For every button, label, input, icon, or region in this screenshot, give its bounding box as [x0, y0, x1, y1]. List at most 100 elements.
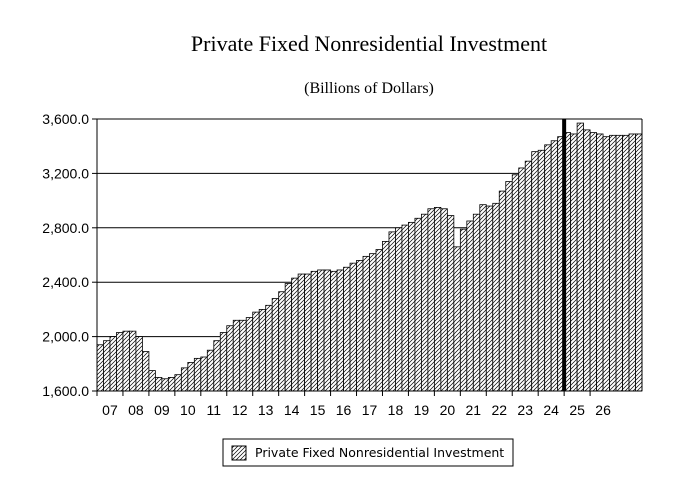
bar — [570, 133, 578, 392]
x-tick-label: 08 — [128, 402, 144, 418]
bar — [472, 213, 481, 392]
bar — [628, 133, 636, 392]
x-axis-ticks: 07 08 09 10 11 12 13 14 15 16 17 18 19 20 21 22 23 24 25 26 — [96, 391, 611, 418]
bar — [440, 208, 448, 392]
x-tick-label: 13 — [258, 402, 274, 418]
bar — [213, 340, 221, 392]
bar — [485, 205, 494, 392]
bar — [388, 231, 396, 392]
x-tick-label: 11 — [207, 402, 222, 418]
bar — [245, 317, 254, 392]
bar — [576, 122, 585, 392]
bar — [433, 206, 442, 392]
bar-series — [96, 122, 643, 392]
bar — [330, 270, 338, 392]
x-tick-label: 12 — [232, 402, 248, 418]
bar — [103, 340, 111, 392]
bar — [310, 270, 318, 392]
bar — [369, 253, 377, 392]
x-tick-label: 25 — [569, 402, 585, 418]
bar — [518, 167, 526, 392]
bar — [635, 133, 643, 392]
bar — [505, 181, 513, 392]
bar — [109, 336, 117, 392]
bar — [226, 325, 234, 392]
x-tick-label: 21 — [466, 402, 482, 418]
bar — [459, 228, 468, 392]
bar — [122, 330, 130, 392]
y-tick-label: 2,800.0 — [42, 220, 89, 236]
y-tick-label: 2,400.0 — [42, 274, 89, 290]
bar — [148, 370, 156, 392]
bar — [479, 204, 487, 392]
bar — [323, 269, 331, 392]
x-tick-label: 14 — [284, 402, 300, 418]
bar — [265, 304, 273, 392]
bar — [129, 330, 137, 392]
bar — [492, 202, 500, 392]
x-tick-label: 09 — [154, 402, 170, 418]
bar — [453, 246, 461, 392]
bar — [375, 249, 383, 392]
x-tick-label: 20 — [440, 402, 456, 418]
x-tick-label: 17 — [362, 402, 378, 418]
y-tick-label: 2,000.0 — [42, 329, 89, 345]
legend: Private Fixed Nonresidential Investment — [222, 438, 514, 467]
bar — [193, 357, 202, 392]
bar — [154, 376, 163, 392]
x-tick-label: 10 — [180, 402, 196, 418]
bar — [550, 140, 559, 392]
x-tick-label: 15 — [310, 402, 326, 418]
bar — [609, 134, 617, 392]
bar — [544, 144, 552, 392]
bar — [297, 273, 306, 392]
bar — [511, 174, 520, 392]
bar — [271, 298, 280, 392]
bar — [167, 376, 176, 392]
bar — [304, 273, 312, 392]
x-tick-label: 07 — [102, 402, 118, 418]
bar — [401, 224, 409, 392]
bar — [116, 332, 124, 392]
bar — [187, 362, 195, 392]
legend-swatch — [231, 445, 247, 461]
legend-label: Private Fixed Nonresidential Investment — [255, 445, 504, 460]
bar — [395, 227, 403, 392]
bar — [356, 260, 364, 392]
bar — [336, 269, 344, 392]
bar — [583, 129, 591, 392]
bar — [382, 240, 390, 392]
y-axis-ticks: 1,600.0 2,000.0 2,400.0 2,800.0 3,200.0 3,600… — [42, 111, 97, 399]
bar — [284, 283, 293, 392]
bar — [96, 344, 104, 392]
y-tick-label: 3,200.0 — [42, 165, 89, 181]
bar — [622, 134, 630, 392]
x-tick-label: 16 — [336, 402, 352, 418]
x-tick-label: 18 — [388, 402, 404, 418]
bar — [498, 190, 507, 392]
bar — [258, 308, 267, 392]
chart-subtitle: (Billions of Dollars) — [304, 80, 434, 97]
x-tick-label: 24 — [543, 402, 559, 418]
bar — [446, 215, 455, 392]
bar — [206, 349, 215, 392]
x-tick-label: 23 — [517, 402, 533, 418]
bar — [291, 277, 299, 392]
bar — [427, 208, 435, 392]
bar — [466, 220, 474, 392]
bar — [362, 255, 370, 392]
y-tick-label: 1,600.0 — [42, 383, 89, 399]
bar — [414, 217, 422, 392]
bar — [239, 319, 247, 392]
x-tick-label: 19 — [414, 402, 430, 418]
bar — [180, 367, 189, 392]
bar — [349, 262, 357, 392]
bar — [142, 351, 150, 392]
bar — [615, 134, 623, 392]
bar — [589, 132, 597, 392]
bar — [317, 269, 325, 392]
bar — [232, 319, 241, 392]
chart-title: Private Fixed Nonresidential Investment — [191, 31, 547, 56]
bar — [343, 266, 351, 392]
